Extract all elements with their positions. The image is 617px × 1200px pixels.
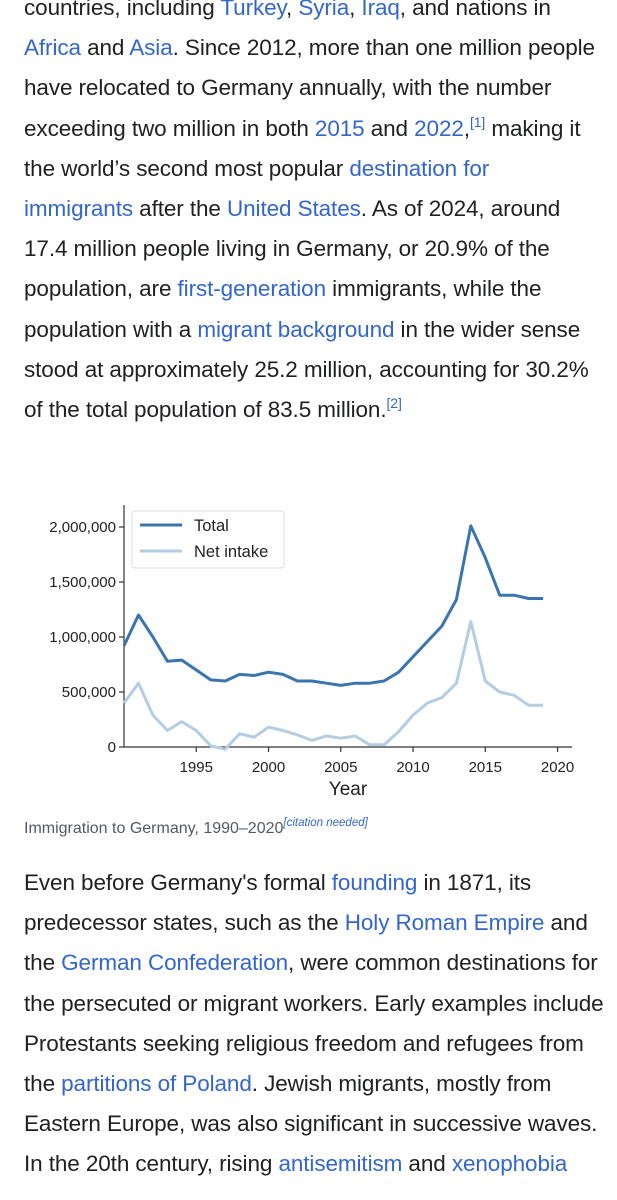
chart-caption: Immigration to Germany, 1990–2020[citati…: [24, 817, 368, 838]
x-tick-label: 2000: [252, 759, 285, 776]
link-turkey[interactable]: Turkey: [220, 0, 287, 20]
x-tick-label: 2015: [469, 759, 502, 776]
text: after the: [133, 196, 227, 222]
text: . Since 2012, more than one million peop…: [24, 35, 595, 141]
x-tick-label: 2010: [396, 759, 429, 776]
text: and the: [24, 910, 588, 976]
link-destination-for-immigrants[interactable]: destination for immigrants: [24, 155, 490, 222]
immigration-line-chart: 0 500,000 1,000,000 1,500,000 2,000,000 1995…: [49, 505, 574, 800]
text: Even before Germany's formal: [24, 870, 332, 895]
link-first-generation[interactable]: first-generation: [177, 276, 327, 302]
x-axis-title: Year: [329, 779, 368, 800]
text: and: [364, 115, 415, 141]
series-line-total: [122, 524, 544, 687]
link-2022[interactable]: 2022: [414, 115, 464, 141]
text: and: [402, 1151, 452, 1177]
link-africa[interactable]: Africa: [24, 35, 81, 61]
text: ,: [463, 115, 470, 141]
link-antisemitism[interactable]: antisemitism: [278, 1151, 403, 1177]
caption-text: Immigration to Germany, 1990–2020: [24, 820, 284, 837]
text: , were common destinations for the perse…: [24, 950, 604, 1097]
series-line-net-intake: [122, 620, 544, 751]
link-united-states[interactable]: United States: [227, 196, 361, 222]
text: immigrants, while the population with a: [24, 276, 542, 342]
link-migrant-background[interactable]: migrant background: [197, 316, 395, 342]
y-tick-label: 0: [108, 739, 116, 756]
link-iraq[interactable]: Iraq: [361, 0, 400, 20]
y-tick-label: 1,000,000: [49, 629, 116, 646]
text: ,: [286, 0, 299, 20]
text: countries, including: [24, 0, 221, 20]
link-xenophobia[interactable]: xenophobia: [451, 1151, 568, 1177]
history-paragraph: Even before Germany's formal founding in…: [24, 863, 604, 1185]
y-tick-label: 500,000: [62, 684, 116, 701]
text: . Jewish migrants, mostly from Eastern E…: [24, 1071, 598, 1177]
text: in the wider sense stood at approximatel…: [24, 316, 589, 423]
x-tick-label: 2020: [541, 759, 574, 776]
legend: Total Net intake: [131, 510, 285, 569]
text: in 1871, its predecessor states, such as…: [24, 870, 532, 936]
link-syria[interactable]: Syria: [298, 0, 350, 20]
y-tick-label: 2,000,000: [49, 519, 116, 536]
link-holy-roman-empire[interactable]: Holy Roman Empire: [344, 910, 545, 936]
text: , and nations in: [399, 0, 551, 20]
reference-2[interactable]: [2]: [386, 395, 402, 412]
x-tick-label: 1995: [180, 759, 213, 776]
text: and: [80, 35, 130, 61]
legend-label-total: Total: [194, 517, 229, 535]
link-german-confederation[interactable]: German Confederation: [61, 950, 289, 976]
text: ,: [349, 0, 362, 20]
link-founding[interactable]: founding: [331, 870, 418, 895]
text: making it the world’s second most popula…: [24, 115, 581, 181]
y-tick-label: 1,500,000: [49, 574, 116, 591]
link-asia[interactable]: Asia: [129, 35, 173, 61]
x-axis: 1995 2000 2005 2010 2015 2020: [124, 746, 574, 776]
intro-paragraph: countries, including Turkey, Syria, Iraq…: [24, 0, 604, 430]
text: . As of 2024, around 17.4 million people…: [24, 196, 561, 302]
link-2015[interactable]: 2015: [314, 115, 365, 141]
reference-1[interactable]: [1]: [469, 113, 486, 130]
citation-needed-link[interactable]: [citation needed]: [283, 817, 368, 829]
link-partitions-of-poland[interactable]: partitions of Poland: [61, 1071, 252, 1097]
y-axis: 0 500,000 1,000,000 1,500,000 2,000,000: [49, 505, 125, 756]
x-tick-label: 2005: [324, 759, 357, 776]
legend-label-net-intake: Net intake: [194, 543, 268, 561]
